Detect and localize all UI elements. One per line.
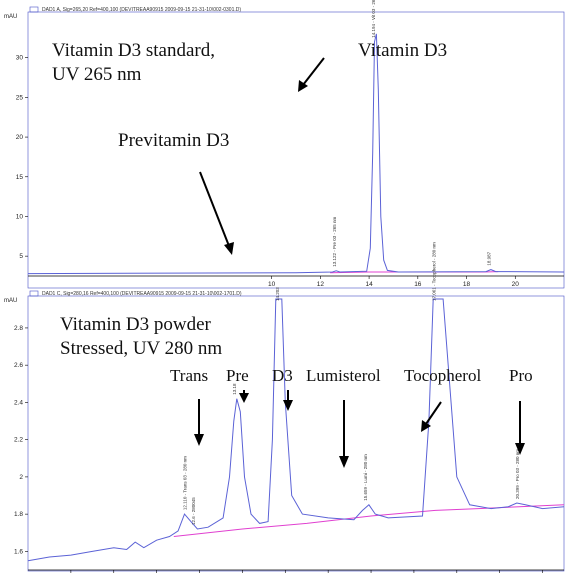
y-tick-label: 20: [16, 134, 24, 141]
panel-top-header: DAD1 A, Sig=265,20 Ref=400,100 (DEVITREA…: [42, 7, 241, 13]
arrow-d3: [283, 390, 293, 411]
y-tick-label: 2.2: [14, 437, 23, 444]
peak-label: 18.987: [486, 251, 491, 265]
y-tick-label: 2: [19, 474, 23, 481]
peak-label: 13.18: [232, 383, 237, 395]
arrow-lumisterol: [339, 400, 349, 468]
label-trans: Trans: [170, 366, 208, 385]
panel-bottom-baseline: [173, 504, 565, 537]
y-tick-label: 1.6: [14, 548, 23, 555]
panel-bottom-header-icon: [29, 290, 39, 297]
arrow-pre: [239, 390, 249, 403]
label-previtamin-d3: Previtamin D3: [118, 130, 229, 151]
peak-label: 12.6 - 280045: [191, 497, 196, 525]
peak-label: 20.399 - Pro 03 - 280 nm: [515, 449, 520, 499]
panel-bottom-ylabel: mAU: [4, 298, 17, 304]
label-lumisterol: Lumisterol: [306, 366, 381, 385]
label-pre: Pre: [226, 366, 249, 385]
y-tick-label: 15: [16, 174, 24, 181]
peak-label: 15.659 - Lumi - 280 nm: [363, 454, 368, 501]
panel-bottom-trace: [27, 298, 565, 562]
x-tick-label: 10: [268, 281, 276, 288]
panel-top-title-line1: Vitamin D3 standard,: [52, 40, 215, 61]
x-tick-label: 18: [463, 281, 471, 288]
panel-bottom-title-line2: Stressed, UV 280 nm: [60, 338, 222, 359]
x-tick-label: 12: [317, 281, 325, 288]
y-tick-label: 2.4: [14, 399, 23, 406]
arrow-pro: [515, 401, 525, 455]
panel-bottom: DAD1 C, Sig=280,16 Ref=400,100 (DEVITREA…: [4, 242, 565, 573]
panel-top: DAD1 A, Sig=265,20 Ref=400,100 (DEVITREA…: [4, 0, 565, 289]
y-tick-label: 10: [16, 213, 24, 220]
panel-bottom-header: DAD1 C, Sig=280,16 Ref=400,100 (DEVITREA…: [42, 291, 242, 297]
arrow-trans: [194, 399, 204, 446]
peak-label: 14.194 - Vit 03 - 265 nm: [371, 0, 376, 38]
label-d3: D3: [272, 366, 293, 385]
label-tocopherol: Tocopherol: [404, 366, 481, 385]
x-tick-label: 14: [365, 281, 373, 288]
y-tick-label: 2.8: [14, 325, 23, 332]
panel-top-trace: [27, 33, 565, 275]
panel-bottom-title-line1: Vitamin D3 powder: [60, 314, 212, 335]
x-tick-label: 16: [414, 281, 422, 288]
arrow-tocopherol: [421, 401, 442, 432]
peak-label: 12.110 - Trans 03 - 280 nm: [183, 456, 188, 510]
y-tick-label: 25: [16, 94, 24, 101]
peak-label: 17.061 - Tocopherol - 280 nm: [431, 242, 436, 301]
panel-top-ylabel: mAU: [4, 14, 17, 20]
y-tick-label: 2.6: [14, 362, 23, 369]
x-tick-label: 20: [512, 281, 520, 288]
peak-label: 13.122 - Pre 03 - 265 nm: [332, 217, 337, 267]
y-tick-label: 5: [19, 253, 23, 260]
arrow-previtamin-d3: [199, 171, 234, 255]
panel-top-title-line2: UV 265 nm: [52, 64, 142, 85]
y-tick-label: 1.8: [14, 511, 23, 518]
label-vitamin-d3: Vitamin D3: [358, 40, 447, 61]
panel-top-header-icon: [29, 6, 39, 13]
y-tick-label: 30: [16, 55, 24, 62]
arrow-vitamin-d3: [298, 57, 325, 92]
label-pro: Pro: [509, 366, 533, 385]
peak-label: 14.203: [275, 287, 280, 301]
